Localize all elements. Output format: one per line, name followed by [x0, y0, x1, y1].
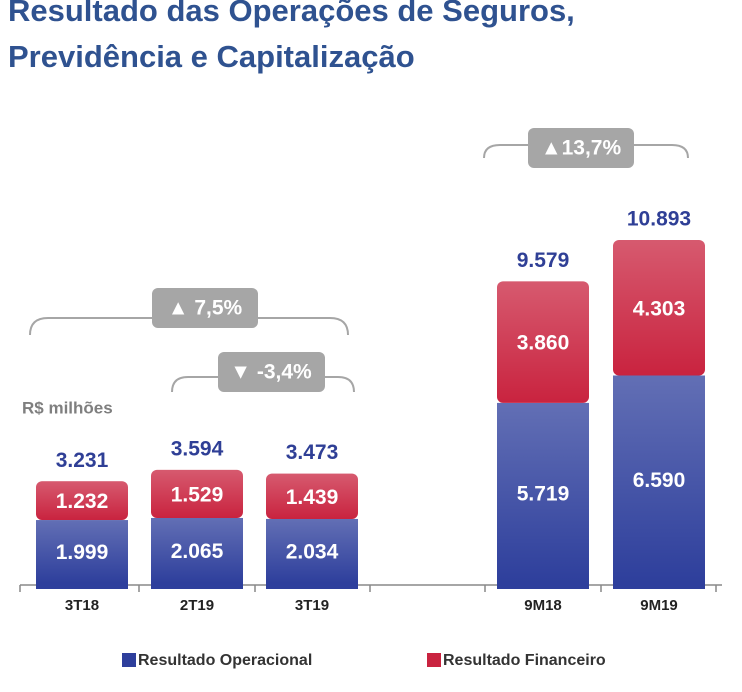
- bar-shade: [151, 469, 243, 518]
- total-label: 3.231: [56, 449, 109, 472]
- note-box: [218, 352, 325, 392]
- legend-swatch: [427, 653, 441, 667]
- value-label: 4.303: [633, 297, 686, 320]
- value-label: 5.719: [517, 483, 570, 506]
- chart-title: Resultado das Operações de Seguros, Previ…: [8, 0, 575, 74]
- bar-shade: [36, 520, 128, 583]
- annotation: ▲ 7,5%: [168, 297, 243, 320]
- bar-shade: [613, 375, 705, 583]
- total-label: 3.594: [171, 437, 224, 460]
- bar-shade: [36, 481, 128, 521]
- unit-label: R$ milhões: [22, 398, 113, 417]
- x-tick-label: 9M19: [640, 597, 678, 614]
- x-tick-label: 3T18: [65, 597, 99, 614]
- value-label: 3.860: [517, 332, 570, 355]
- x-tick-label: 3T19: [295, 597, 329, 614]
- x-tick-label: 2T19: [180, 597, 214, 614]
- title-line: Previdência e Capitalização: [8, 39, 415, 74]
- annotation: ▼ -3,4%: [230, 361, 312, 384]
- value-label: 1.232: [56, 490, 109, 513]
- annotation: ▲13,7%: [541, 137, 622, 160]
- bar-shade: [613, 240, 705, 376]
- legend-label: Resultado Operacional: [138, 652, 312, 669]
- value-label: 6.590: [633, 469, 686, 492]
- legend-swatch: [122, 653, 136, 667]
- total-label: 3.473: [286, 441, 339, 464]
- note-box: [152, 288, 258, 328]
- x-tick-label: 9M18: [524, 597, 562, 614]
- value-label: 1.529: [171, 483, 224, 506]
- total-label: 10.893: [627, 208, 691, 231]
- bar-shade: [266, 473, 358, 519]
- value-label: 2.065: [171, 540, 224, 563]
- note-box: [528, 128, 634, 168]
- bar-shade: [497, 281, 589, 403]
- legend-label: Resultado Financeiro: [443, 652, 606, 669]
- title-line: Resultado das Operações de Seguros,: [8, 0, 575, 28]
- value-label: 2.034: [286, 541, 339, 564]
- total-label: 9.579: [517, 249, 570, 272]
- bar-shade: [266, 518, 358, 583]
- bar-shade: [151, 517, 243, 583]
- value-label: 1.999: [56, 541, 109, 564]
- value-label: 1.439: [286, 486, 339, 509]
- bar-shade: [497, 402, 589, 583]
